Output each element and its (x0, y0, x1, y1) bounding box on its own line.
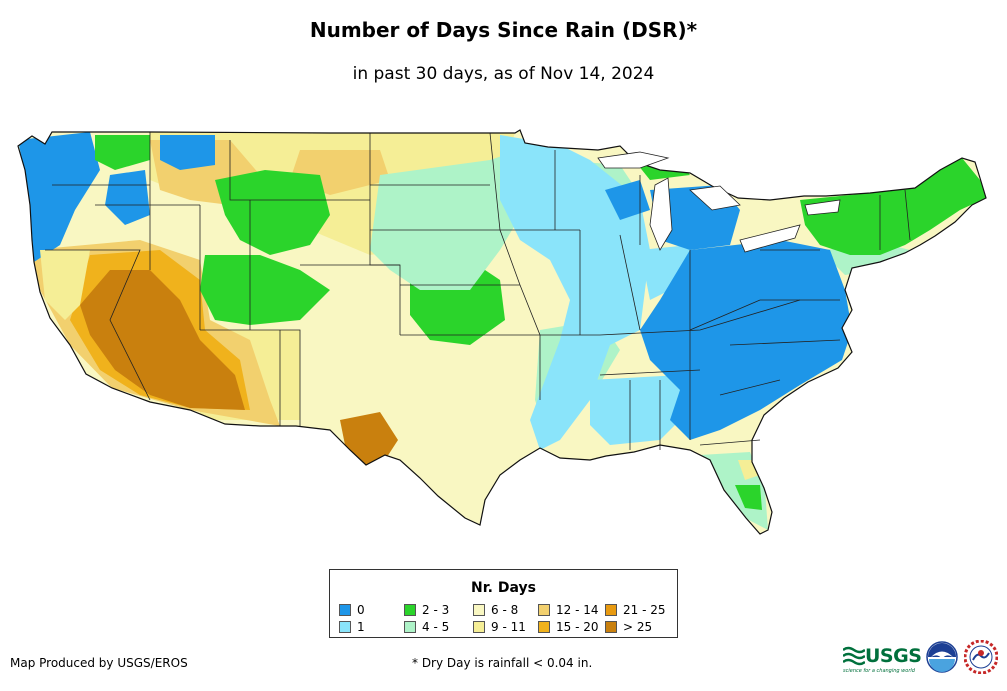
legend-swatch (605, 604, 617, 616)
legend-label: 21 - 25 (623, 603, 666, 617)
usgs-logo-text: USGS (865, 645, 922, 667)
legend: Nr. Days 0 1 2 - 3 4 - 5 6 - 8 9 - 11 12… (329, 569, 678, 638)
legend-label: 12 - 14 (556, 603, 599, 617)
legend-label: 9 - 11 (491, 620, 526, 634)
legend-swatch (339, 604, 351, 616)
legend-swatch (473, 604, 485, 616)
us-map (17, 129, 987, 535)
legend-swatch (404, 621, 416, 633)
dry-day-note: * Dry Day is rainfall < 0.04 in. (412, 656, 593, 670)
legend-label: 15 - 20 (556, 620, 599, 634)
map-subtitle: in past 30 days, as of Nov 14, 2024 (352, 64, 655, 84)
us-outline (17, 129, 987, 535)
legend-swatch (473, 621, 485, 633)
map-title: Number of Days Since Rain (DSR)* (309, 18, 698, 42)
legend-label: 6 - 8 (491, 603, 519, 617)
noaa-logo (926, 641, 958, 673)
usgs-wave-icon (843, 646, 865, 666)
legend-swatch (538, 604, 550, 616)
state-borders (45, 132, 911, 450)
legend-label: 2 - 3 (422, 603, 450, 617)
legend-swatch (404, 604, 416, 616)
great-lakes (597, 151, 841, 253)
usgs-tagline: science for a changing world (843, 668, 915, 674)
dsr-color-regions (18, 130, 986, 534)
usgs-logo: USGS (843, 643, 922, 669)
legend-label: 4 - 5 (422, 620, 450, 634)
legend-label: > 25 (623, 620, 653, 634)
legend-label: 0 (357, 603, 365, 617)
legend-swatch (538, 621, 550, 633)
legend-swatch (605, 621, 617, 633)
legend-title: Nr. Days (471, 580, 536, 596)
producer-credit: Map Produced by USGS/EROS (10, 656, 188, 670)
legend-swatch (339, 621, 351, 633)
legend-label: 1 (357, 620, 365, 634)
national-weather-service-logo (964, 640, 998, 674)
